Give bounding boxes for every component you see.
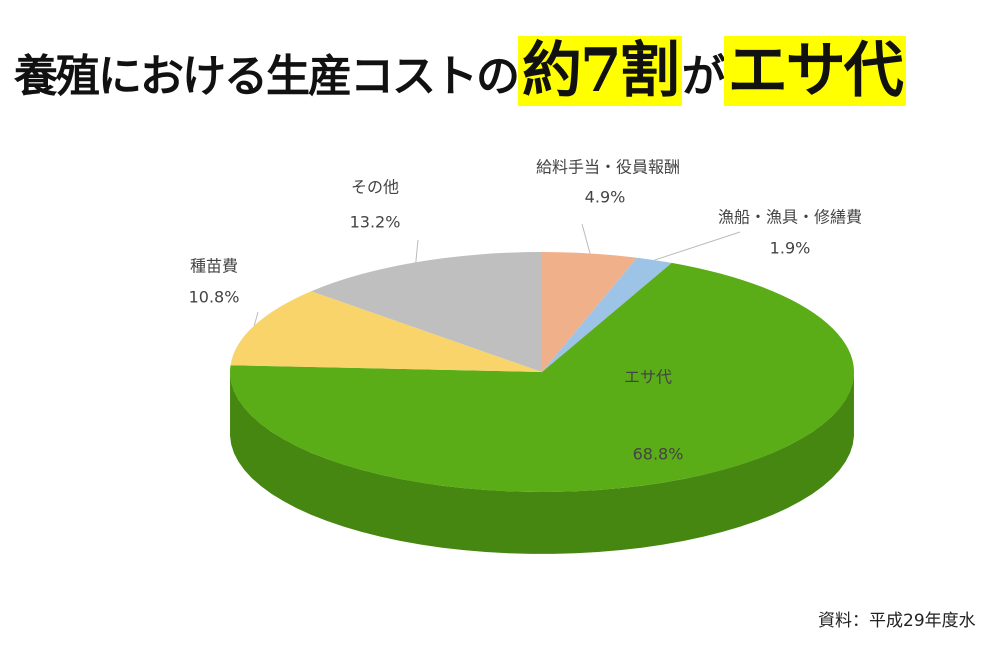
title-highlight: 約7割 xyxy=(518,36,682,106)
pie-slice-side xyxy=(230,373,854,554)
leader-line xyxy=(415,239,419,263)
slice-value-label: 1.9% xyxy=(770,239,811,258)
title-text: が xyxy=(681,51,726,102)
title-highlight: エサ代 xyxy=(723,36,906,106)
slice-value-label: 10.8% xyxy=(189,288,240,307)
title-text: 養殖における生産コストの xyxy=(14,51,520,102)
slice-value-label: 68.8% xyxy=(633,445,684,464)
slice-value-label: 4.9% xyxy=(585,188,626,207)
slice-label: エサ代 xyxy=(624,368,672,387)
slice-value-label: 13.2% xyxy=(350,213,401,232)
leader-line xyxy=(654,231,741,261)
leader-line xyxy=(253,311,259,326)
pie-slice xyxy=(542,252,637,372)
slice-label: 種苗費 xyxy=(190,257,238,276)
title: 養殖における生産コストの約7割がエサ代 xyxy=(14,22,906,109)
pie-slice xyxy=(542,257,672,372)
pie-slice xyxy=(311,252,542,372)
leader-line xyxy=(581,223,591,254)
pie-slice xyxy=(230,291,542,372)
slice-label: その他 xyxy=(351,178,399,197)
pie-slice xyxy=(230,262,855,493)
source: 資料：平成29年度水 xyxy=(818,611,976,631)
slice-label: 漁船・漁具・修繕費 xyxy=(718,208,862,227)
slice-label: 給料手当・役員報酬 xyxy=(536,158,680,177)
